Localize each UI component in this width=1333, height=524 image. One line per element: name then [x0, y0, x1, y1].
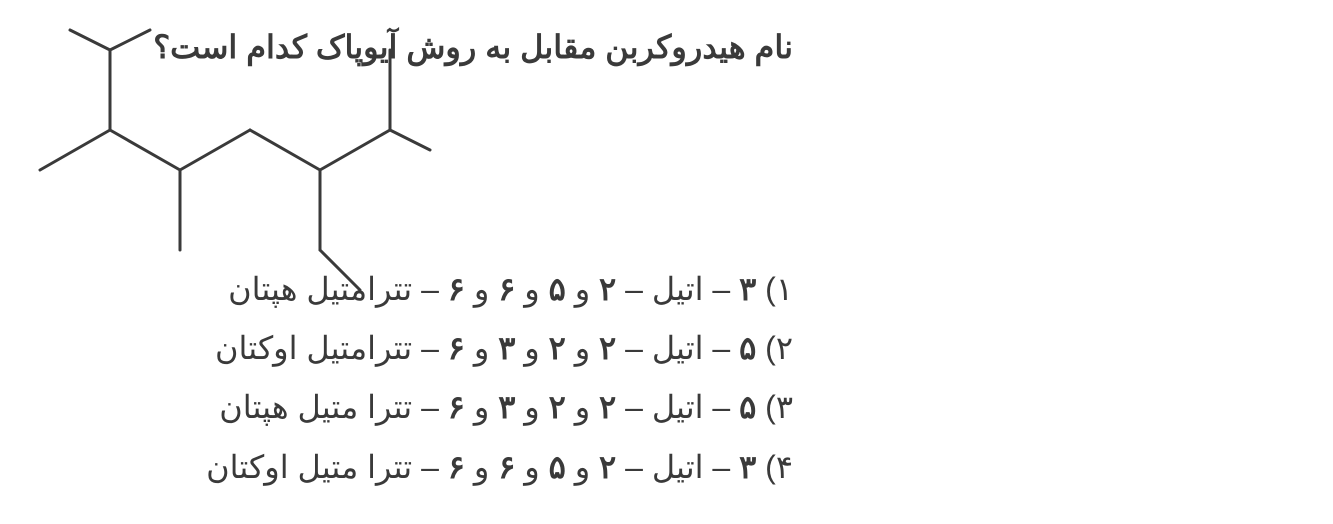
option-text-part: ۲: [599, 271, 616, 307]
option-text-part: ۶: [498, 271, 515, 307]
option-4: ۴) ۳ – اتیل – ۲ و ۵ و ۶ و ۶ – تترا متیل …: [206, 438, 793, 497]
option-text-part: – تترامتیل هپتان: [228, 271, 448, 307]
option-text-part: ۲: [549, 330, 566, 366]
option-text-part: – اتیل –: [616, 330, 739, 366]
option-text-part: ۵: [549, 449, 566, 485]
option-text-part: و: [566, 330, 599, 366]
option-text-part: ۳: [739, 449, 756, 485]
option-text-part: [756, 449, 765, 485]
option-text-part: و: [515, 330, 548, 366]
option-text-part: ۵: [739, 330, 756, 366]
option-text-part: و: [465, 449, 498, 485]
option-4-text: ۳ – اتیل – ۲ و ۵ و ۶ و ۶ – تترا متیل اوک…: [206, 449, 765, 485]
option-text-part: ۶: [448, 449, 465, 485]
option-text-part: ۳: [498, 389, 515, 425]
option-text-part: و: [465, 330, 498, 366]
option-text-part: ۵: [739, 389, 756, 425]
option-text-part: و: [515, 449, 548, 485]
option-text-part: ۶: [448, 389, 465, 425]
option-2-text: ۵ – اتیل – ۲ و ۲ و ۳ و ۶ – تترامتیل اوکت…: [215, 330, 765, 366]
option-text-part: ۶: [448, 271, 465, 307]
option-text-part: و: [566, 449, 599, 485]
option-text-part: و: [465, 389, 498, 425]
option-text-part: و: [566, 271, 599, 307]
option-text-part: ۲: [599, 449, 616, 485]
options-list: ۱) ۳ – اتیل – ۲ و ۵ و ۶ و ۶ – تترامتیل ه…: [206, 260, 793, 497]
option-text-part: ۶: [448, 330, 465, 366]
document-container: نام هیدروکربن مقابل به روش آیوپاک کدام ا…: [0, 0, 1333, 524]
option-text-part: [756, 330, 765, 366]
option-text-part: – تترامتیل اوکتان: [215, 330, 448, 366]
option-text-part: ۶: [498, 449, 515, 485]
option-1-num: ۱): [765, 271, 793, 307]
option-text-part: و: [465, 271, 498, 307]
option-text-part: – اتیل –: [616, 389, 739, 425]
option-1: ۱) ۳ – اتیل – ۲ و ۵ و ۶ و ۶ – تترامتیل ه…: [206, 260, 793, 319]
option-text-part: ۲: [549, 389, 566, 425]
option-3-num: ۳): [765, 389, 793, 425]
option-4-num: ۴): [765, 449, 793, 485]
option-2: ۲) ۵ – اتیل – ۲ و ۲ و ۳ و ۶ – تترامتیل ا…: [206, 319, 793, 378]
option-text-part: ۳: [739, 271, 756, 307]
option-1-text: ۳ – اتیل – ۲ و ۵ و ۶ و ۶ – تترامتیل هپتا…: [228, 271, 765, 307]
option-text-part: و: [515, 389, 548, 425]
option-text-part: [756, 389, 765, 425]
option-text-part: ۳: [498, 330, 515, 366]
option-text-part: ۲: [599, 330, 616, 366]
option-text-part: – تترا متیل هپتان: [219, 389, 448, 425]
option-3: ۳) ۵ – اتیل – ۲ و ۲ و ۳ و ۶ – تترا متیل …: [206, 378, 793, 437]
option-3-text: ۵ – اتیل – ۲ و ۲ و ۳ و ۶ – تترا متیل هپت…: [219, 389, 765, 425]
option-text-part: و: [515, 271, 548, 307]
option-2-num: ۲): [765, 330, 793, 366]
option-text-part: – اتیل –: [616, 271, 739, 307]
option-text-part: – تترا متیل اوکتان: [206, 449, 448, 485]
option-text-part: ۵: [549, 271, 566, 307]
option-text-part: و: [566, 389, 599, 425]
option-text-part: – اتیل –: [616, 449, 739, 485]
option-text-part: ۲: [599, 389, 616, 425]
option-text-part: [756, 271, 765, 307]
